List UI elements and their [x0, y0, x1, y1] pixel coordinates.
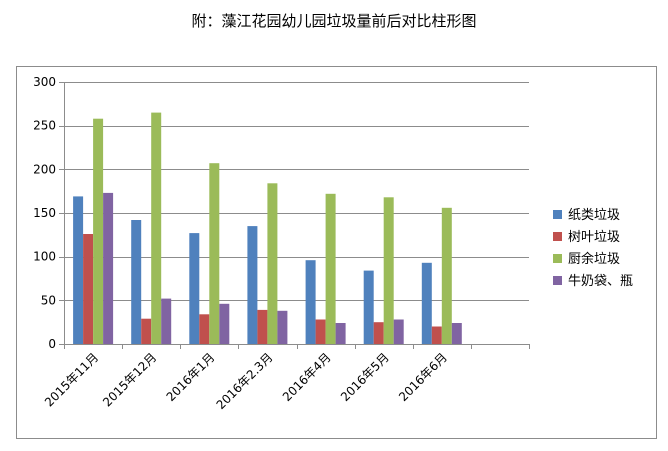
- x-tick-label: 2016年5月: [338, 350, 392, 404]
- bar-s2-c2: [209, 163, 220, 344]
- y-tick-labels: 0 50 100 150 200 250 300: [33, 75, 56, 351]
- x-tick-label: 2016年2.3月: [214, 350, 276, 412]
- x-tick-label: 2016年6月: [396, 350, 450, 404]
- bar-s1-c4: [315, 319, 326, 344]
- bar-s1-c5: [373, 322, 384, 344]
- bar-s0-c6: [421, 262, 432, 344]
- y-tick-label: 300: [33, 75, 56, 89]
- y-tick-label: 50: [41, 293, 56, 307]
- bar-s0-c0: [73, 196, 84, 344]
- legend-swatch: [553, 232, 562, 241]
- bar-s3-c1: [161, 298, 172, 344]
- x-tick-label: 2015年11月: [42, 350, 101, 409]
- bar-s2-c0: [93, 118, 104, 344]
- bar-s3-c5: [393, 319, 404, 344]
- legend-label: 树叶垃圾: [568, 230, 620, 245]
- bar-s3-c2: [219, 303, 230, 344]
- bar-s2-c1: [151, 112, 162, 344]
- bar-s0-c4: [305, 260, 316, 344]
- y-tick-label: 100: [33, 250, 56, 264]
- y-tick-label: 200: [33, 162, 56, 176]
- bar-s3-c6: [451, 323, 462, 344]
- bars: [73, 112, 462, 344]
- x-tick-label: 2015年12月: [100, 350, 159, 409]
- bar-s3-c4: [335, 323, 346, 344]
- bar-s3-c3: [277, 310, 288, 344]
- bar-s0-c2: [189, 233, 200, 344]
- chart-frame: [16, 66, 657, 439]
- chart-title: 附：藻江花园幼儿园垃圾量前后对比柱形图: [191, 12, 477, 30]
- bar-s2-c4: [325, 193, 336, 344]
- legend-swatch: [553, 276, 562, 285]
- bar-s2-c6: [441, 207, 452, 344]
- y-tick-label: 250: [33, 119, 56, 133]
- legend-label: 纸类垃圾: [568, 208, 620, 223]
- y-tick-label: 150: [33, 206, 56, 220]
- bar-s0-c1: [131, 220, 142, 344]
- bar-s2-c5: [383, 197, 394, 344]
- bar-s0-c5: [363, 270, 374, 344]
- bar-s1-c2: [199, 314, 210, 344]
- legend-label: 厨余垃圾: [568, 251, 620, 267]
- bar-s1-c3: [257, 309, 268, 344]
- bar-s2-c3: [267, 183, 278, 344]
- bar-s3-c0: [103, 192, 114, 344]
- bar-s1-c6: [431, 326, 442, 344]
- bar-s1-c0: [83, 234, 94, 344]
- legend-swatch: [553, 254, 562, 263]
- legend-label: 牛奶袋、瓶: [568, 274, 633, 289]
- x-tick-label: 2016年4月: [280, 350, 334, 404]
- axes: [59, 82, 530, 349]
- y-tick-label: 0: [48, 337, 56, 351]
- bar-s1-c1: [141, 318, 152, 344]
- bar-s0-c3: [247, 226, 258, 344]
- legend-swatch: [553, 210, 562, 219]
- x-tick-label: 2016年1月: [164, 350, 218, 404]
